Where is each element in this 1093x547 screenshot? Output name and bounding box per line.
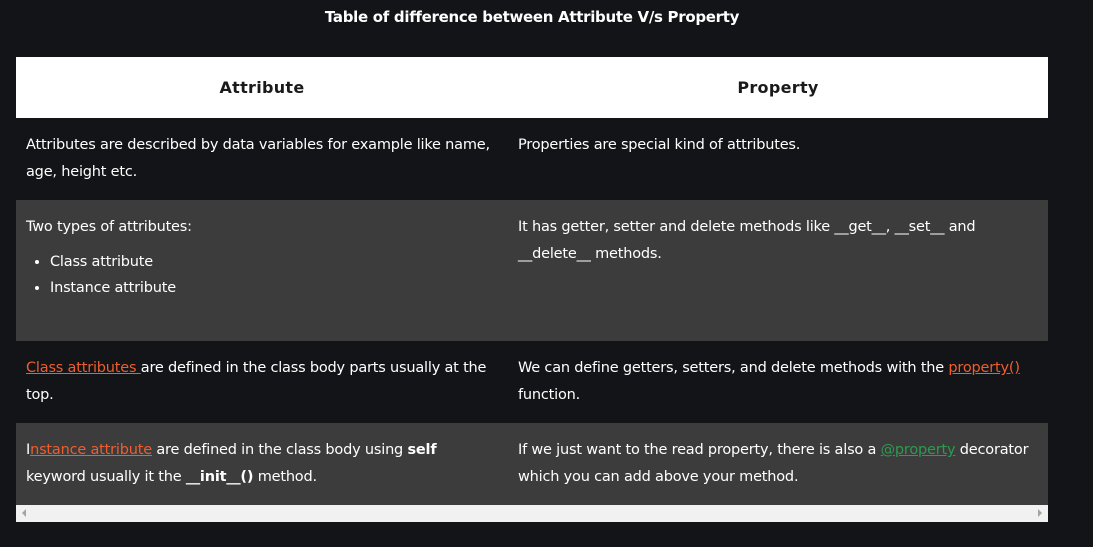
header-attribute: Attribute	[16, 57, 508, 118]
instance-attribute-link[interactable]: nstance attribute	[30, 442, 152, 458]
list-item: Instance attribute	[50, 275, 498, 301]
table-row: Class attributes are defined in the clas…	[16, 341, 1048, 423]
property-function-link[interactable]: property()	[948, 360, 1020, 376]
attribute-types-list: Class attribute Instance attribute	[26, 249, 498, 301]
cell-property-definition: Properties are special kind of attribute…	[508, 118, 1048, 200]
scroll-right-arrow-icon[interactable]	[1038, 509, 1042, 517]
cell-instance-attributes: Instance attribute are defined in the cl…	[16, 423, 508, 505]
cell-property-decorator: If we just want to the read property, th…	[508, 423, 1048, 505]
cell-property-methods: It has getter, setter and delete methods…	[508, 200, 1048, 341]
attribute-types-label: Two types of attributes:	[26, 219, 192, 235]
header-row: Attribute Property	[16, 57, 1048, 118]
table-row: Attributes are described by data variabl…	[16, 118, 1048, 200]
cell-property-function: We can define getters, setters, and dele…	[508, 341, 1048, 423]
cell-attribute-types: Two types of attributes: Class attribute…	[16, 200, 508, 341]
horizontal-scrollbar[interactable]	[16, 505, 1048, 522]
header-property: Property	[508, 57, 1048, 118]
property-decorator-link[interactable]: @property	[880, 442, 956, 458]
comparison-table: Attribute Property Attributes are descri…	[16, 57, 1048, 505]
table-row: Instance attribute are defined in the cl…	[16, 423, 1048, 505]
list-item: Class attribute	[50, 249, 498, 275]
table-row: Two types of attributes: Class attribute…	[16, 200, 1048, 341]
class-attributes-link[interactable]: Class attributes	[26, 360, 141, 376]
scroll-left-arrow-icon[interactable]	[22, 509, 26, 517]
page-title: Table of difference between Attribute V/…	[324, 8, 740, 26]
cell-class-attributes: Class attributes are defined in the clas…	[16, 341, 508, 423]
cell-attribute-definition: Attributes are described by data variabl…	[16, 118, 508, 200]
